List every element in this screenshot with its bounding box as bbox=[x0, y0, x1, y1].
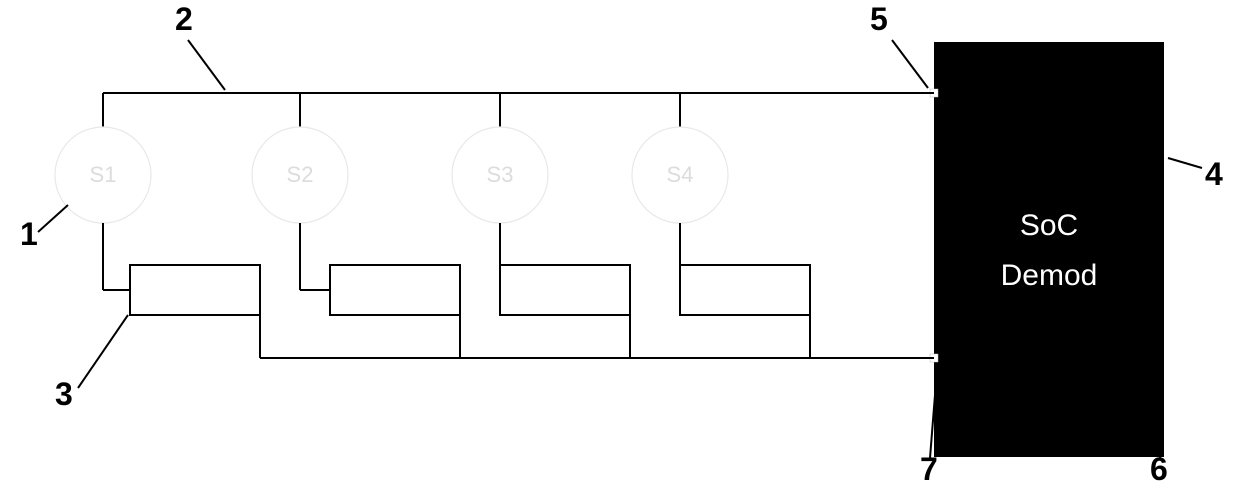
source-3-label: S3 bbox=[487, 162, 514, 187]
callout-5-label: 5 bbox=[870, 1, 888, 37]
soc-chip bbox=[934, 42, 1164, 457]
callout-4-line bbox=[1168, 158, 1202, 168]
callout-1-label: 1 bbox=[20, 216, 38, 252]
source-1-label: S1 bbox=[90, 162, 117, 187]
resistor-1-body bbox=[130, 265, 260, 315]
resistor-2-body bbox=[330, 265, 460, 315]
callout-3-label: 3 bbox=[55, 376, 73, 412]
circuit-diagram: SoC Demod S1 S2 S3 S4 2 5 1 4 3 7 6 bbox=[0, 0, 1239, 503]
chip-text-line1: SoC bbox=[1020, 209, 1078, 242]
callout-2-label: 2 bbox=[175, 1, 193, 37]
source-4-label: S4 bbox=[667, 162, 694, 187]
chip-text-line2: Demod bbox=[1001, 259, 1098, 292]
callout-5-line bbox=[892, 40, 928, 88]
callout-1-line bbox=[38, 205, 68, 232]
resistor-3-body bbox=[500, 265, 630, 315]
callout-6-label: 6 bbox=[1150, 451, 1168, 487]
callout-2-line bbox=[188, 40, 225, 90]
resistor-4-body bbox=[680, 265, 810, 315]
callout-3-line bbox=[78, 315, 128, 388]
source-2-label: S2 bbox=[287, 162, 314, 187]
callout-7-label: 7 bbox=[920, 451, 938, 487]
callout-4-label: 4 bbox=[1205, 156, 1223, 192]
